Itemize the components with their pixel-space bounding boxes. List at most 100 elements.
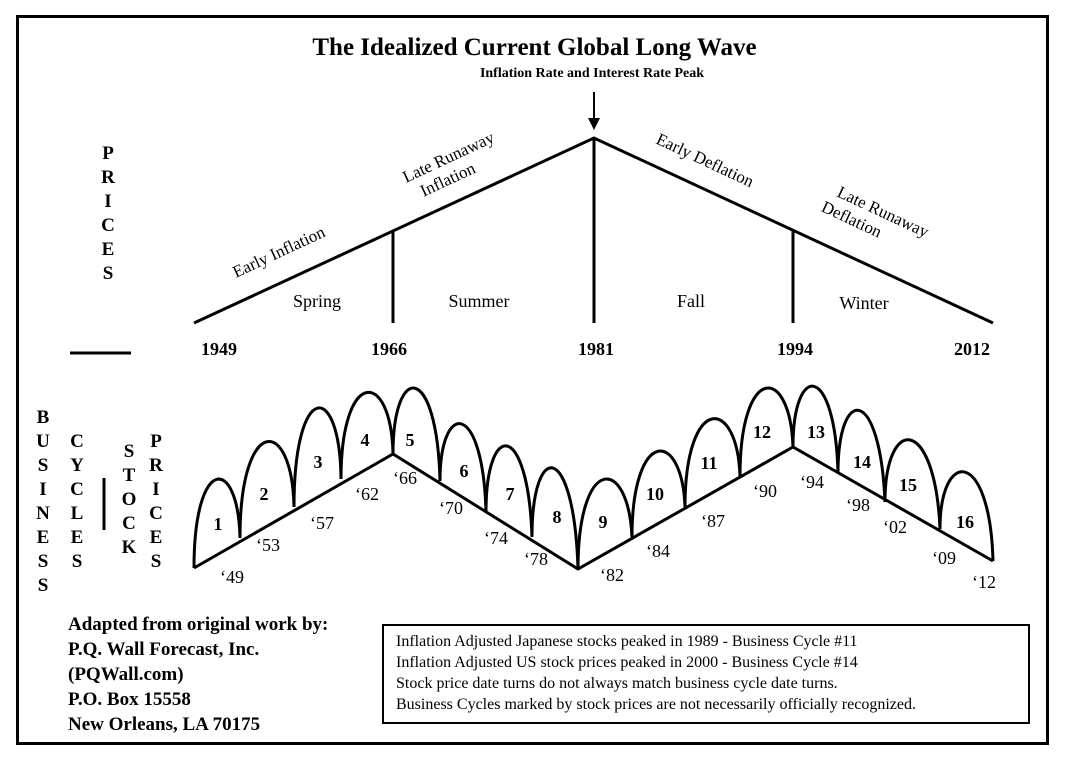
turn-year: ‘78 [524, 549, 548, 569]
label-letter: B [36, 407, 50, 428]
diagram-subtitle: Inflation Rate and Interest Rate Peak [479, 66, 705, 81]
turn-year: ‘84 [646, 541, 670, 561]
phase-early-deflation: Early Deflation [653, 129, 757, 191]
note-line: Inflation Adjusted US stock prices peake… [396, 654, 858, 671]
credits-line: Adapted from original work by: [68, 614, 329, 635]
phase-early-inflation: Early Inflation [230, 222, 329, 282]
label-letter: C [70, 431, 84, 452]
credits-company: P.Q. Wall Forecast, Inc. [68, 639, 260, 660]
credits-block: Adapted from original work by: P.Q. Wall… [68, 612, 328, 737]
turn-year: ‘98 [846, 495, 870, 515]
label-letter: S [71, 551, 83, 572]
turn-year: ‘66 [393, 468, 417, 488]
turn-year: ‘62 [355, 484, 379, 504]
business-cycle-arches [192, 384, 995, 570]
season-summer: Summer [449, 291, 510, 311]
cycle-number: 1 [214, 514, 223, 534]
label-letter: L [70, 503, 84, 524]
cycle-number: 12 [753, 422, 771, 442]
label-letter: N [36, 503, 50, 524]
peak-arrow-icon [588, 92, 600, 130]
label-letter: C [101, 215, 115, 236]
credits-po-box: P.O. Box 15558 [68, 689, 191, 710]
notes-box: Inflation Adjusted Japanese stocks peake… [382, 624, 1030, 724]
label-letter: S [37, 551, 49, 572]
note-line: Business Cycles marked by stock prices a… [396, 696, 916, 713]
phase-late-runaway-inflation: Late Runaway Inflation [400, 126, 510, 205]
cycle-number: 5 [406, 430, 415, 450]
turn-year: ‘70 [439, 498, 463, 518]
year-1949: 1949 [201, 339, 237, 359]
label-letter: R [101, 167, 115, 188]
diagram-frame [16, 15, 1049, 745]
cycle-number: 6 [460, 461, 469, 481]
turn-year: ‘82 [600, 565, 624, 585]
note-line: Stock price date turns do not always mat… [396, 675, 838, 692]
cycle-number: 15 [899, 475, 917, 495]
label-letter: S [123, 441, 135, 462]
cycle-numbers: 1 2 3 4 5 6 7 8 9 10 11 12 13 14 15 16 [214, 422, 975, 534]
cycle-number: 3 [314, 452, 323, 472]
cycle-number: 7 [506, 484, 515, 504]
diagram-title: The Idealized Current Global Long Wave [312, 34, 757, 61]
label-letter: O [121, 489, 137, 510]
label-letter: C [149, 503, 163, 524]
label-letter: S [37, 575, 49, 596]
credits-city: New Orleans, LA 70175 [68, 714, 261, 735]
label-letter: E [101, 239, 115, 260]
cycle-number: 8 [553, 507, 562, 527]
label-letter: E [70, 527, 84, 548]
label-letter: I [39, 479, 47, 500]
label-letter: C [122, 513, 136, 534]
season-spring: Spring [293, 291, 341, 311]
turn-year: ‘94 [800, 472, 824, 492]
turn-year: ‘09 [932, 548, 956, 568]
cycle-number: 11 [700, 453, 717, 473]
label-letter: Y [70, 455, 84, 476]
label-letter: I [152, 479, 160, 500]
turn-year: ‘12 [972, 572, 996, 592]
label-letter: C [70, 479, 84, 500]
turn-years: ‘49 ‘53 ‘57 ‘62 ‘66 ‘70 ‘74 ‘78 ‘82 ‘84 … [220, 468, 996, 592]
turn-year: ‘90 [753, 481, 777, 501]
label-letter: I [104, 191, 112, 212]
label-letter: E [36, 527, 50, 548]
label-letter: S [150, 551, 162, 572]
label-letter: P [102, 143, 114, 164]
cycle-number: 13 [807, 422, 825, 442]
label-letter: T [122, 465, 136, 486]
cycle-number: 10 [646, 484, 664, 504]
label-letter: U [36, 431, 50, 452]
year-1994: 1994 [777, 339, 813, 359]
label-letter: K [121, 537, 137, 558]
label-letter: S [37, 455, 49, 476]
note-line: Inflation Adjusted Japanese stocks peake… [396, 633, 858, 650]
cycle-number: 2 [260, 484, 269, 504]
turn-year: ‘53 [256, 535, 280, 555]
label-letter: E [149, 527, 163, 548]
cycle-number: 4 [361, 430, 370, 450]
label-letter: S [102, 263, 114, 284]
turn-year: ‘74 [484, 528, 508, 548]
season-fall: Fall [677, 291, 705, 311]
credits-website: (PQWall.com) [68, 664, 184, 685]
year-1981: 1981 [578, 339, 614, 359]
year-1966: 1966 [371, 339, 407, 359]
cycle-number: 16 [956, 512, 974, 532]
turn-year: ‘57 [310, 513, 334, 533]
turn-year: ‘02 [883, 517, 907, 537]
label-letter: R [149, 455, 163, 476]
year-2012: 2012 [954, 339, 990, 359]
turn-year: ‘49 [220, 567, 244, 587]
cycle-number: 14 [853, 452, 871, 472]
cycle-number: 9 [599, 512, 608, 532]
turn-year: ‘87 [701, 511, 725, 531]
season-winter: Winter [839, 293, 888, 313]
label-letter: P [150, 431, 162, 452]
